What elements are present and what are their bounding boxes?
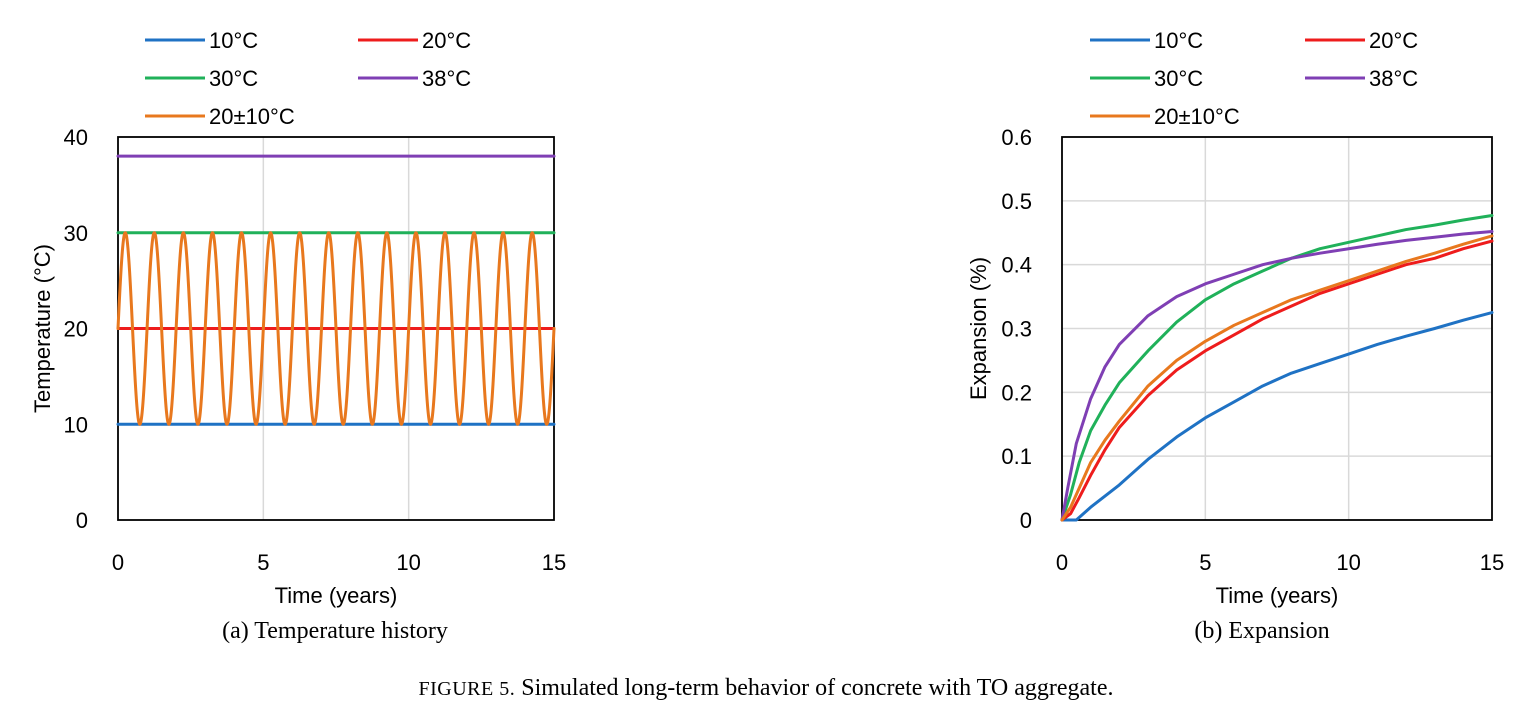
tick-labels: 0 5 10 15 0 0.1 0.2 0.3 0.4 0.5 0.6 [1001,125,1504,575]
legend: 10°C 20°C 30°C 38°C 20±10°C [1090,28,1418,129]
legend: 10°C 20°C 30°C 38°C 20±10°C [145,28,471,129]
legend-label: 20°C [422,28,471,53]
y-tick-label: 10 [64,412,88,437]
x-tick-label: 5 [257,550,269,575]
x-tick-label: 10 [396,550,420,575]
caption-text: Simulated long-term behavior of concrete… [515,675,1113,701]
legend-label: 30°C [209,66,258,91]
grid [1061,136,1493,521]
series-group [116,154,556,426]
y-tick-label: 20 [64,317,88,342]
chart-expansion: 0 5 10 15 0 0.1 0.2 0.3 0.4 0.5 0.6 10°C 20°C 30°C 38… [966,28,1504,644]
series-line-20±10°C [116,231,556,426]
series-line-38°C [1060,229,1494,522]
legend-label: 38°C [1369,66,1418,91]
legend-label: 10°C [209,28,258,53]
caption-prefix: FIGURE 5. [419,678,516,700]
y-tick-label: 0.2 [1001,380,1032,405]
y-tick-label: 0 [1020,508,1032,533]
tick-labels: 0 5 10 15 0 10 20 30 40 [64,125,567,575]
x-tick-label: 5 [1199,550,1211,575]
subcaption: (a) Temperature history [222,618,448,644]
legend-label: 30°C [1154,66,1203,91]
series-line-30°C [1060,214,1494,522]
plot-area [1061,136,1493,521]
x-tick-label: 0 [112,550,124,575]
legend-label: 10°C [1154,28,1203,53]
y-tick-label: 0.4 [1001,253,1032,278]
y-tick-label: 0 [76,508,88,533]
y-tick-label: 0.6 [1001,125,1032,150]
figure-caption: FIGURE 5. Simulated long-term behavior o… [419,675,1114,701]
legend-label: 20±10°C [1154,104,1240,129]
y-tick-label: 0.5 [1001,189,1032,214]
x-tick-label: 15 [542,550,566,575]
y-axis-label: Expansion (%) [966,257,991,400]
subcaption: (b) Expansion [1194,618,1329,644]
y-tick-label: 40 [64,125,88,150]
legend-label: 20±10°C [209,104,295,129]
x-axis-label: Time (years) [1216,583,1339,608]
x-axis-label: Time (years) [275,583,398,608]
x-tick-label: 15 [1480,550,1504,575]
legend-label: 38°C [422,66,471,91]
y-tick-label: 30 [64,221,88,246]
series-line-10°C [1060,311,1494,522]
series-line-20°C [1060,239,1494,522]
y-axis-label: Temperature (°C) [30,244,55,413]
series-group [1060,214,1494,522]
y-tick-label: 0.1 [1001,444,1032,469]
x-tick-label: 0 [1056,550,1068,575]
y-tick-label: 0.3 [1001,317,1032,342]
x-tick-label: 10 [1336,550,1360,575]
legend-label: 20°C [1369,28,1418,53]
series-line-20±10°C [1060,234,1494,522]
